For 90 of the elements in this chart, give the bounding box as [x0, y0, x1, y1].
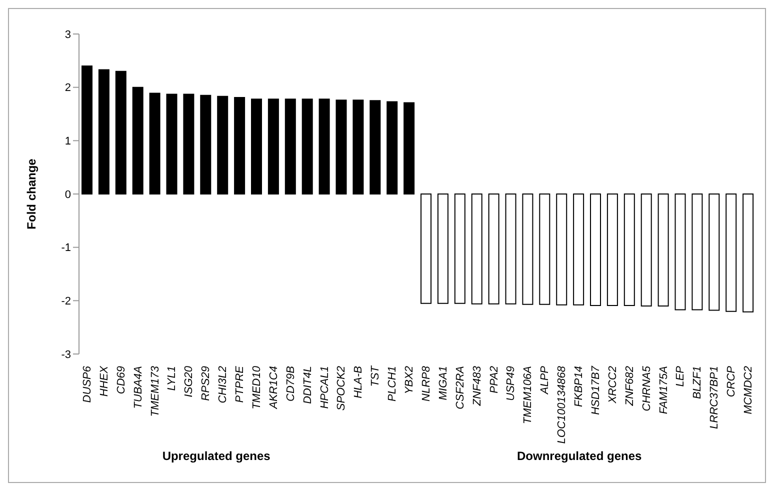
- x-tick-label: ZNF682: [624, 366, 636, 407]
- x-tick-label: TMED10: [250, 365, 263, 410]
- x-tick-label: NLRP8: [420, 365, 432, 402]
- x-tick-label: DDIT4L: [302, 366, 314, 404]
- bar: [98, 69, 110, 194]
- x-tick-label: PLCH1: [386, 366, 399, 402]
- y-tick-label: -3: [61, 348, 71, 361]
- x-tick-label: LOC100134868: [556, 365, 568, 444]
- x-tick-label: TMEM173: [149, 365, 162, 417]
- x-tick-label: FAM175A: [658, 366, 670, 414]
- y-tick-label: -2: [61, 296, 71, 308]
- x-tick-label: CSF2RA: [454, 366, 466, 410]
- x-tick-label: HHEX: [98, 365, 110, 397]
- bar: [488, 194, 500, 304]
- x-tick-label: TMEM106A: [522, 366, 534, 424]
- x-tick-label: FKBP14: [573, 366, 586, 407]
- bar: [658, 194, 669, 306]
- x-tick-label: CD79B: [284, 366, 297, 402]
- bar: [370, 100, 381, 194]
- x-tick-label: HLA-B: [352, 366, 365, 398]
- x-tick-label: ISG20: [183, 365, 196, 398]
- x-tick-label: PPA2: [488, 366, 500, 394]
- y-tick-label: 3: [64, 28, 71, 41]
- bar: [302, 98, 313, 194]
- bar: [590, 194, 601, 306]
- y-axis-title: Fold change: [24, 158, 38, 230]
- bar: [640, 194, 652, 306]
- bar: [183, 94, 194, 194]
- bar: [234, 96, 246, 194]
- x-tick-label: MCMDC2: [742, 366, 755, 414]
- x-tick-label: CD69: [115, 366, 128, 394]
- x-tick-label: TST: [370, 364, 382, 387]
- x-tick-label: ALPP: [539, 365, 552, 396]
- bar: [454, 194, 466, 304]
- bar: [284, 98, 296, 194]
- bar: [132, 86, 144, 194]
- x-tick-label: HPCAL1: [318, 366, 331, 409]
- bar: [82, 66, 92, 194]
- x-tick-label: XRCC2: [606, 366, 619, 404]
- bar: [336, 100, 347, 194]
- y-tick-label: -1: [61, 242, 71, 254]
- bar: [420, 194, 432, 304]
- text: Upregulated genes: [162, 449, 270, 463]
- x-tick-label: BLZF1: [692, 366, 704, 400]
- bar: [556, 194, 568, 306]
- bar: [352, 100, 364, 194]
- bar: [268, 98, 279, 194]
- bar: [573, 194, 584, 306]
- x-tick-label: YBX2: [404, 366, 416, 394]
- x-tick-label: USP49: [505, 366, 518, 401]
- bar: [437, 194, 448, 304]
- bar: [624, 194, 635, 306]
- bar: [674, 194, 686, 310]
- bar: [505, 194, 516, 304]
- x-tick-label: AKR1C4: [268, 366, 280, 410]
- bar: [692, 194, 703, 310]
- x-tick-label: CHRNA5: [640, 365, 653, 412]
- bar: [742, 194, 754, 312]
- x-tick-label: PTPRE: [234, 365, 246, 403]
- text: Downregulated genes: [516, 449, 642, 463]
- x-tick-label: RPS29: [200, 366, 212, 401]
- x-tick-label: HSD17B7: [590, 365, 602, 415]
- bar: [726, 194, 737, 312]
- bar: [200, 94, 212, 194]
- x-tick-label: LEP: [674, 365, 687, 387]
- x-tick-label: LYL1: [166, 366, 178, 391]
- x-tick-label: CHI3L2: [217, 366, 230, 404]
- bar: [149, 92, 160, 194]
- x-tick-label: SPOCK2: [336, 366, 348, 411]
- x-tick-label: MIGA1: [437, 366, 450, 400]
- bar: [115, 70, 126, 194]
- bar: [217, 96, 228, 194]
- bar: [166, 94, 178, 194]
- y-tick-label: 2: [64, 82, 71, 94]
- bar: [606, 194, 618, 306]
- bar: [404, 102, 415, 194]
- bar: [471, 194, 482, 304]
- y-tick-label: 1: [64, 136, 71, 148]
- bar: [386, 101, 398, 194]
- x-tick-label: CRCP: [726, 365, 738, 398]
- x-tick-label: DUSP6: [81, 365, 94, 403]
- bar: [318, 98, 330, 194]
- bar: [708, 194, 720, 311]
- x-tick-label: TUBA4A: [132, 366, 144, 409]
- y-tick-label: 0: [64, 188, 71, 201]
- bar: [539, 194, 550, 305]
- bar: [251, 98, 262, 194]
- x-tick-label: LRRC37BP1: [708, 366, 721, 429]
- x-tick-label: ZNF483: [471, 365, 484, 407]
- bar: [522, 194, 534, 305]
